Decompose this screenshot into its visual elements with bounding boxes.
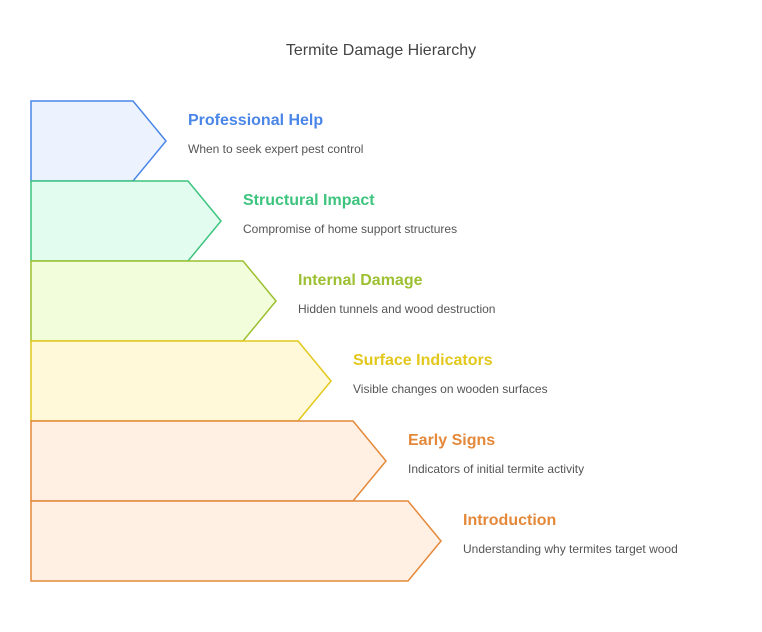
level-label: Professional Help When to seek expert pes… [188, 112, 363, 156]
level-shape [30, 100, 167, 182]
level-label: Introduction Understanding why termites t… [463, 512, 678, 556]
level-label: Surface Indicators Visible changes on woo… [353, 352, 548, 396]
level-heading: Introduction [463, 512, 557, 529]
level-shape [30, 340, 332, 422]
level-description: Compromise of home support structures [243, 222, 458, 236]
level-shape [30, 500, 442, 582]
level-description: Indicators of initial termite activity [408, 462, 585, 476]
level-heading: Early Signs [408, 432, 496, 449]
level-heading: Professional Help [188, 112, 324, 129]
level-description: Hidden tunnels and wood destruction [298, 302, 496, 316]
level-label: Early Signs Indicators of initial termite… [408, 432, 584, 476]
level-shape [30, 420, 387, 502]
level-shape [30, 180, 222, 262]
diagram-title: Termite Damage Hierarchy [285, 42, 477, 59]
level-description: When to seek expert pest control [188, 142, 364, 156]
level-description: Understanding why termites target wood [463, 542, 678, 556]
level-heading: Internal Damage [298, 272, 423, 289]
level-heading: Surface Indicators [353, 352, 493, 369]
level-shape [30, 260, 277, 342]
level-description: Visible changes on wooden surfaces [353, 382, 548, 396]
level-label: Internal Damage Hidden tunnels and wood d… [298, 272, 495, 316]
level-label: Structural Impact Compromise of home supp… [243, 192, 457, 236]
level-heading: Structural Impact [243, 192, 375, 209]
